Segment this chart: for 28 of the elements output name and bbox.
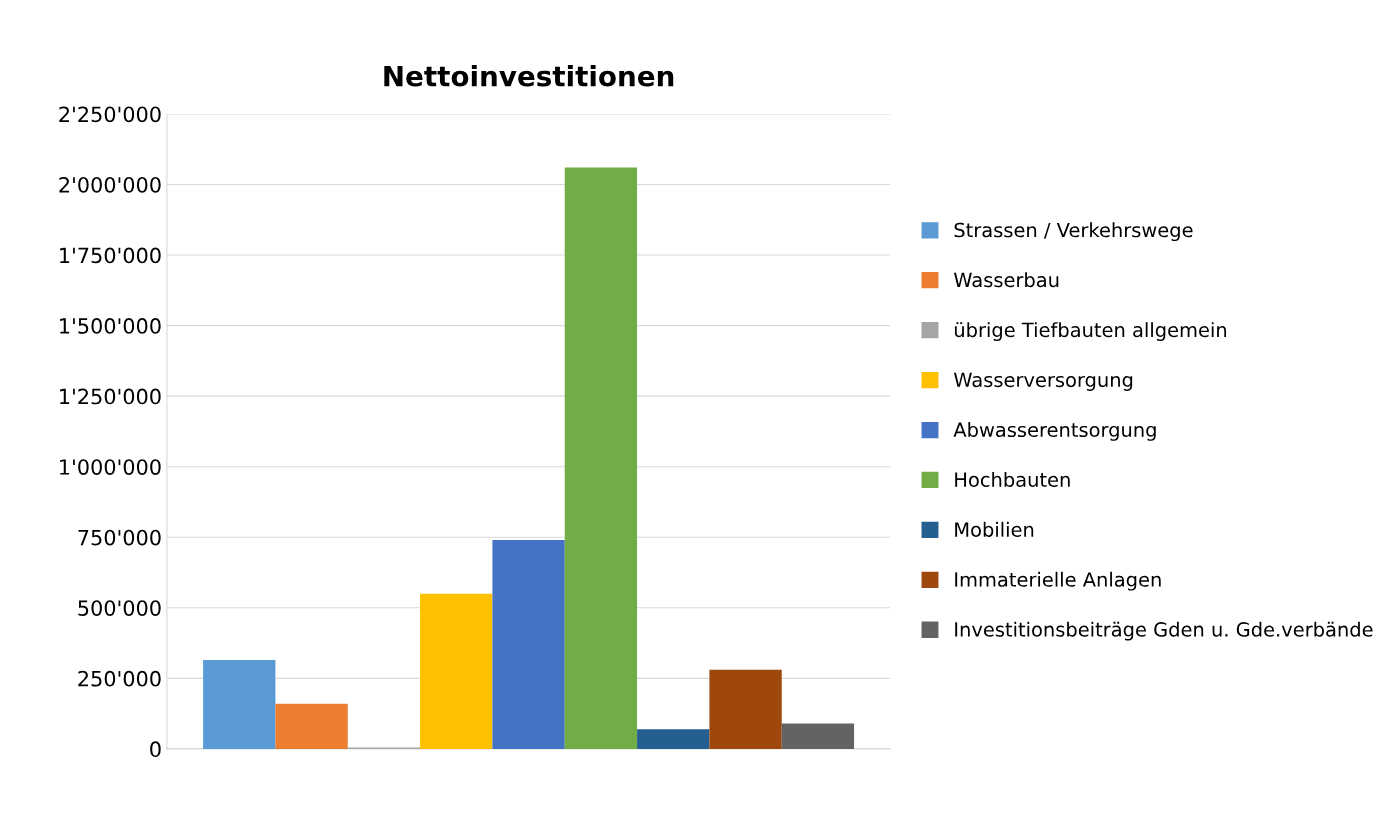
y-tick-label: 2'000'000 — [59, 176, 161, 193]
bar — [781, 723, 855, 749]
bar — [275, 703, 348, 749]
legend-label: Strassen / Verkehrswege — [954, 222, 1193, 242]
y-tick-label: 1'250'000 — [60, 388, 161, 405]
y-tick-label: 500'000 — [78, 600, 161, 616]
legend-label: Mobilien — [955, 521, 1034, 537]
legend-label: Hochbauten — [955, 471, 1070, 487]
legend-label: Abwasserentsorgung — [953, 422, 1156, 441]
chart-title: Nettoinvestitionen — [384, 65, 674, 87]
bar — [203, 659, 276, 749]
y-tick-label: 1'500'000 — [60, 318, 161, 334]
bar — [709, 669, 782, 749]
legend-label: Wasserbau — [953, 272, 1059, 288]
legend-label: Investitionsbeiträge Gden u. Gde.verbände — [955, 621, 1373, 641]
legend-label: Immaterielle Anlagen — [955, 571, 1161, 591]
legend-label: Wasserversorgung — [953, 372, 1133, 391]
bar — [564, 167, 638, 749]
bar — [637, 729, 710, 749]
y-tick-label: 1'750'000 — [60, 247, 161, 264]
y-tick-label: 0 — [150, 741, 161, 758]
y-tick-label: 1'000'000 — [60, 459, 161, 475]
y-tick-label: 2'250'000 — [59, 106, 161, 123]
bar — [420, 593, 493, 749]
legend-label: übrige Tiefbauten allgemein — [954, 322, 1227, 341]
y-tick-label: 250'000 — [78, 670, 161, 687]
y-tick-label: 750'000 — [78, 529, 161, 546]
bar — [492, 540, 565, 749]
